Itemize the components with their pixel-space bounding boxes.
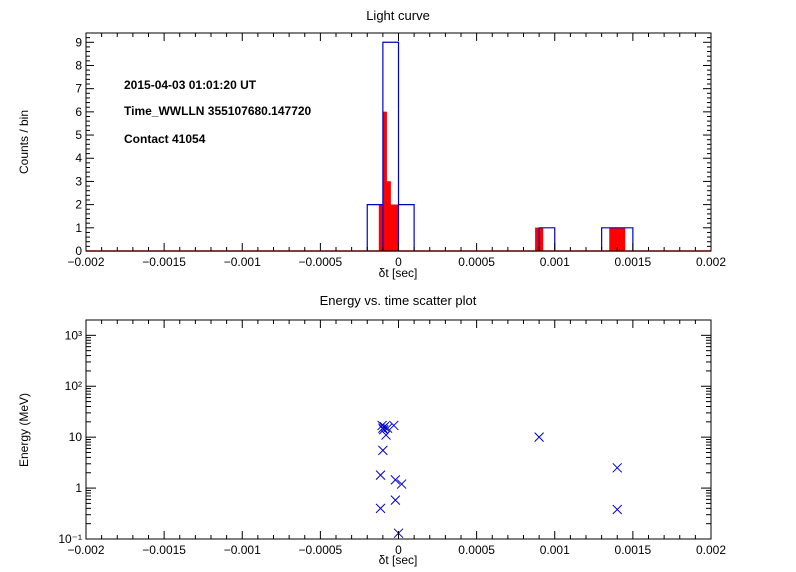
outline-bin-group-2 — [601, 227, 634, 251]
y-tick-label: 10⁻¹ — [58, 532, 82, 546]
scatter-point-3 — [379, 421, 390, 432]
filled-bin-7 — [609, 227, 614, 252]
filled-bin-9 — [617, 227, 622, 252]
x-tick-label: 0.002 — [696, 543, 726, 557]
light-curve-bars — [86, 41, 711, 252]
y-tick-label: 7 — [75, 82, 82, 96]
energy-scatter-panel: Energy vs. time scatter plot Energy (MeV… — [17, 293, 726, 567]
y-tick-label: 1 — [75, 481, 82, 495]
x-tick-label: 0.0015 — [615, 543, 652, 557]
y-tick-label: 10³ — [65, 328, 82, 342]
scatter-point-5 — [382, 423, 393, 434]
x-tick-label: −0.0005 — [299, 543, 343, 557]
scatter-point-8 — [375, 470, 386, 480]
y-tick-label: 2 — [75, 198, 82, 212]
x-tick-label: 0.002 — [696, 255, 726, 269]
scatter-xlabel: δt [sec] — [379, 553, 418, 567]
y-tick-label: 10 — [69, 430, 83, 444]
scatter-point-9 — [375, 503, 386, 514]
scatter-points — [375, 420, 623, 539]
x-tick-label: −0.002 — [67, 255, 104, 269]
filled-bin-8 — [613, 227, 618, 252]
scatter-point-14 — [534, 432, 544, 443]
outline-bin-group-1 — [538, 227, 556, 251]
light-curve-panel: Light curve Counts / bin δt [sec] 2015-0… — [17, 8, 726, 280]
y-tick-label: 8 — [75, 58, 82, 72]
x-tick-label: 0.001 — [540, 255, 570, 269]
x-tick-label: 0 — [395, 543, 402, 557]
y-tick-label: 6 — [75, 105, 82, 119]
x-tick-label: −0.0005 — [299, 255, 343, 269]
scatter-point-16 — [612, 504, 623, 515]
y-tick-label: 9 — [75, 35, 82, 49]
scatter-axes: −0.002 −0.0015 −0.001 −0.0005 0 0.0005 0.001 0.… — [58, 319, 726, 557]
filled-bin-3 — [390, 204, 395, 252]
light-curve-axes: −0.002 −0.0015 −0.001 −0.0005 0 0.0005 0.001 0.… — [67, 32, 726, 269]
x-tick-label: −0.001 — [224, 543, 261, 557]
y-tick-label: 0 — [75, 244, 82, 258]
scatter-point-7 — [378, 445, 388, 456]
x-tick-label: 0 — [395, 255, 402, 269]
x-tick-label: 0.0005 — [458, 255, 495, 269]
light-curve-xlabel: δt [sec] — [379, 266, 418, 280]
x-tick-label: 0.001 — [540, 543, 570, 557]
scatter-point-12 — [390, 495, 401, 505]
y-tick-label: 4 — [75, 151, 82, 165]
y-tick-label: 1 — [75, 221, 82, 235]
y-tick-label: 5 — [75, 128, 82, 142]
y-tick-label: 3 — [75, 174, 82, 188]
scatter-ylabel: Energy (MeV) — [17, 393, 31, 467]
annotation-datetime: 2015-04-03 01:01:20 UT — [124, 78, 257, 92]
filled-bin-2 — [386, 181, 391, 252]
x-tick-label: −0.002 — [67, 543, 104, 557]
y-tick-label: 10² — [65, 379, 82, 393]
scatter-point-6 — [388, 420, 399, 431]
scatter-point-11 — [396, 479, 407, 489]
filled-bin-10 — [621, 227, 626, 252]
x-tick-label: 0.0015 — [615, 255, 652, 269]
annotation-time-wwlln: Time_WWLLN 355107680.147720 — [124, 104, 312, 118]
light-curve-title: Light curve — [366, 8, 430, 23]
x-tick-label: −0.0015 — [142, 543, 186, 557]
light-curve-ylabel: Counts / bin — [17, 110, 31, 174]
x-tick-label: −0.0015 — [142, 255, 186, 269]
x-tick-label: 0.0005 — [458, 543, 495, 557]
scatter-point-15 — [612, 462, 623, 473]
annotation-contact: Contact 41054 — [124, 132, 206, 146]
scatter-point-10 — [390, 475, 401, 485]
scatter-title: Energy vs. time scatter plot — [320, 293, 477, 308]
x-tick-label: −0.001 — [224, 255, 261, 269]
